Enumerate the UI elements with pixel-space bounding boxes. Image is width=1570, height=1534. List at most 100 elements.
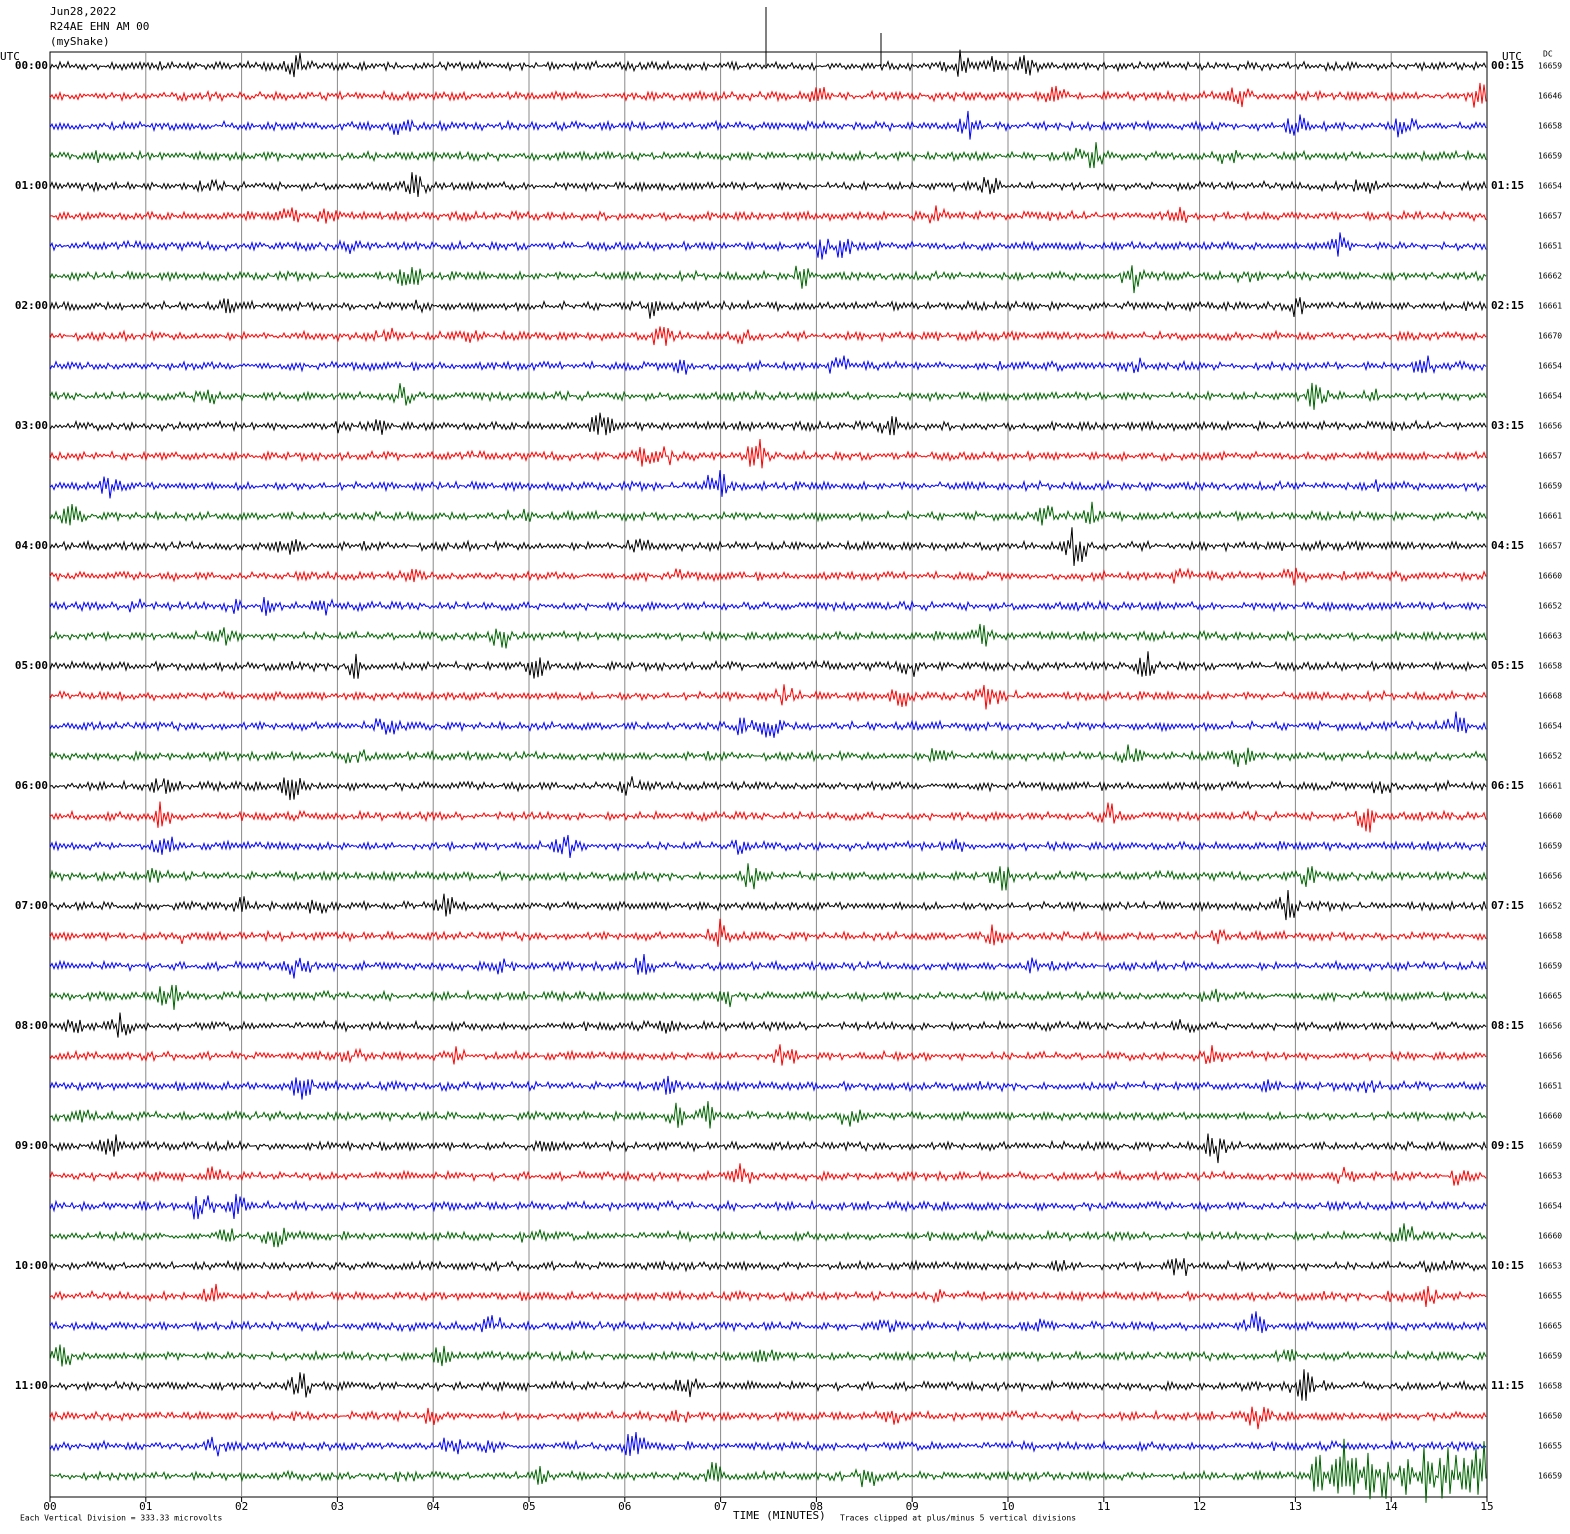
hour-label-right: 10:15 <box>1491 1259 1524 1272</box>
dc-value: 16658 <box>1538 122 1562 131</box>
dc-value: 16654 <box>1538 722 1562 731</box>
dc-value: 16659 <box>1538 962 1562 971</box>
dc-value: 16654 <box>1538 362 1562 371</box>
dc-value: 16659 <box>1538 1352 1562 1361</box>
hour-label-right: 11:15 <box>1491 1379 1524 1392</box>
dc-value: 16658 <box>1538 1382 1562 1391</box>
header-line: Jun28,2022 <box>50 5 116 18</box>
right-zone: UTC <box>1502 50 1522 63</box>
hour-label-left: 09:00 <box>15 1139 48 1152</box>
trace <box>49 918 1487 947</box>
x-tick-label: 00 <box>43 1500 56 1513</box>
x-tick-label: 12 <box>1193 1500 1206 1513</box>
dc-value: 16659 <box>1538 152 1562 161</box>
trace <box>49 142 1487 169</box>
dc-value: 16661 <box>1538 512 1562 521</box>
dc-value: 16659 <box>1538 1472 1562 1481</box>
dc-value: 16660 <box>1538 572 1562 581</box>
trace <box>49 1223 1487 1248</box>
hour-label-left: 10:00 <box>15 1259 48 1272</box>
trace <box>49 623 1487 649</box>
trace <box>49 82 1487 108</box>
grid <box>49 52 1488 1502</box>
trace <box>49 1075 1487 1100</box>
hour-label-left: 08:00 <box>15 1019 48 1032</box>
dc-value: 16646 <box>1538 92 1562 101</box>
trace <box>49 470 1487 499</box>
hour-label-left: 02:00 <box>15 299 48 312</box>
x-tick-label: 09 <box>906 1500 919 1513</box>
x-tick-label: 06 <box>618 1500 631 1513</box>
trace <box>49 801 1487 833</box>
dc-value: 16662 <box>1538 272 1562 281</box>
dc-value: 16657 <box>1538 452 1562 461</box>
traces <box>49 49 1487 1503</box>
trace <box>49 1193 1487 1220</box>
dc-value: 16659 <box>1538 482 1562 491</box>
trace <box>49 49 1487 78</box>
hour-label-right: 00:15 <box>1491 59 1524 72</box>
hour-label-right: 06:15 <box>1491 779 1524 792</box>
dc-value: 16658 <box>1538 662 1562 671</box>
trace <box>49 265 1487 294</box>
trace <box>49 834 1487 858</box>
dc-value: 16652 <box>1538 752 1562 761</box>
trace <box>49 297 1487 319</box>
trace <box>49 651 1487 679</box>
trace <box>49 776 1487 801</box>
trace <box>49 110 1487 140</box>
trace <box>49 684 1487 710</box>
header-line: R24AE EHN AM 00 <box>50 20 149 33</box>
x-tick-label: 15 <box>1480 1500 1493 1513</box>
trace <box>49 326 1487 346</box>
trace <box>49 1163 1487 1186</box>
dc-value: 16661 <box>1538 302 1562 311</box>
hour-label-left: 06:00 <box>15 779 48 792</box>
dc-value: 16651 <box>1538 1082 1562 1091</box>
trace <box>49 953 1487 979</box>
dc-value: 16661 <box>1538 782 1562 791</box>
dc-value: 16654 <box>1538 1202 1562 1211</box>
trace <box>49 889 1487 921</box>
trace <box>49 1344 1487 1367</box>
trace <box>49 205 1487 224</box>
trace <box>49 501 1487 526</box>
dc-value: 16656 <box>1538 1052 1562 1061</box>
dc-value: 16665 <box>1538 1322 1562 1331</box>
dc-value: 16652 <box>1538 902 1562 911</box>
hour-label-left: 11:00 <box>15 1379 48 1392</box>
dc-value: 16654 <box>1538 392 1562 401</box>
x-axis-title: TIME (MINUTES) <box>733 1509 826 1522</box>
dc-value: 16659 <box>1538 842 1562 851</box>
hour-label-right: 05:15 <box>1491 659 1524 672</box>
left-zone: UTC <box>0 50 20 63</box>
dc-value: 16656 <box>1538 872 1562 881</box>
dc-value: 16653 <box>1538 1172 1562 1181</box>
hour-label-left: 07:00 <box>15 899 48 912</box>
hour-label-left: 01:00 <box>15 179 48 192</box>
hour-label-right: 04:15 <box>1491 539 1524 552</box>
labels: 00 01 02 03 04 05 06 07 08 09 10 11 12 13 14 15 00:00 00:… <box>15 59 1562 1513</box>
dc-value: 16660 <box>1538 812 1562 821</box>
x-tick-label: 04 <box>427 1500 441 1513</box>
x-tick-label: 05 <box>522 1500 535 1513</box>
dc-value: 16655 <box>1538 1292 1562 1301</box>
trace <box>49 1432 1487 1457</box>
dc-value: 16665 <box>1538 992 1562 1001</box>
header-line: (myShake) <box>50 35 110 48</box>
x-tick-label: 01 <box>139 1500 152 1513</box>
trace <box>49 355 1487 375</box>
x-tick-label: 07 <box>714 1500 727 1513</box>
trace <box>49 744 1487 767</box>
dc-value: 16654 <box>1538 182 1562 191</box>
hour-label-right: 01:15 <box>1491 179 1524 192</box>
plot-frame <box>49 51 1488 1498</box>
dc-value: 16651 <box>1538 242 1562 251</box>
hour-label-right: 09:15 <box>1491 1139 1524 1152</box>
trace <box>49 863 1487 891</box>
trace <box>49 438 1487 469</box>
trace <box>49 1438 1487 1503</box>
hour-label-right: 03:15 <box>1491 419 1524 432</box>
